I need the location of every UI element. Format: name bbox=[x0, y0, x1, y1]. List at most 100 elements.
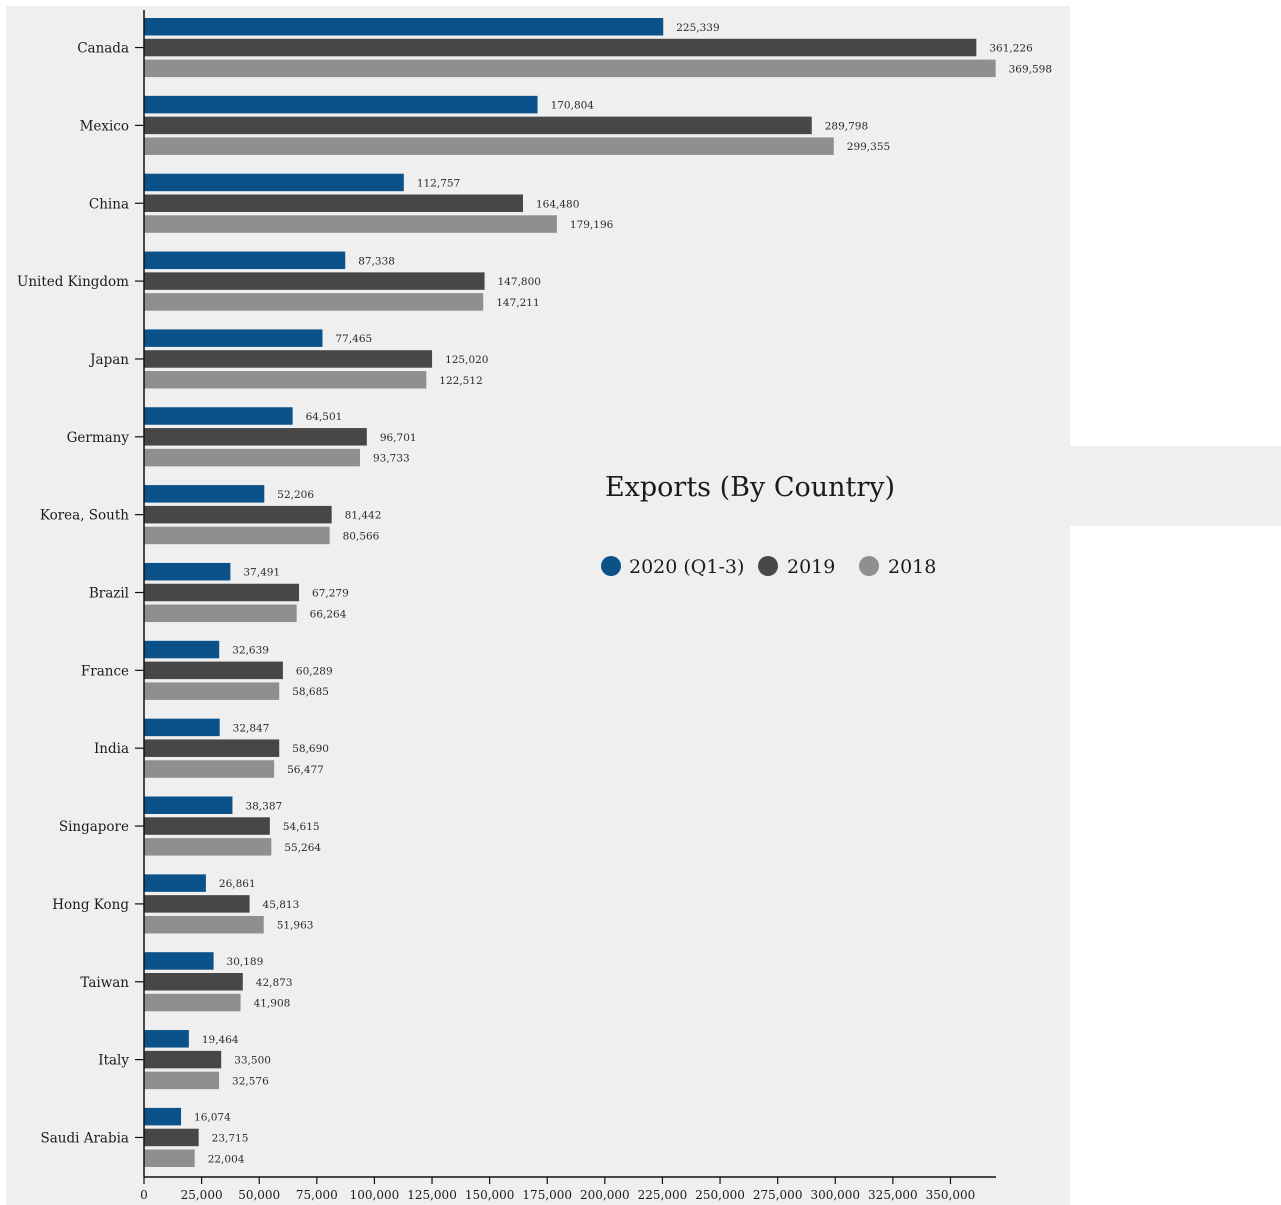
data-label: 56,477 bbox=[287, 764, 324, 776]
data-label: 225,339 bbox=[676, 22, 719, 34]
bar-germany-series-1 bbox=[144, 428, 367, 446]
data-label: 81,442 bbox=[345, 510, 382, 522]
data-label: 93,733 bbox=[373, 453, 410, 465]
chart-title: Exports (By Country) bbox=[605, 472, 895, 503]
bar-italy-series-2 bbox=[144, 1071, 220, 1090]
bar-germany-series-2 bbox=[144, 448, 360, 467]
data-label: 369,598 bbox=[1009, 63, 1052, 75]
bar-mexico-series-0 bbox=[144, 95, 538, 114]
bar-mexico-series-1 bbox=[144, 116, 812, 135]
data-label: 147,800 bbox=[498, 276, 541, 288]
x-tick-label: 225,000 bbox=[638, 1188, 688, 1202]
category-label: Germany bbox=[67, 430, 130, 446]
bar-saudi-arabia-series-2 bbox=[144, 1149, 195, 1167]
data-label: 170,804 bbox=[551, 100, 595, 112]
data-label: 60,289 bbox=[296, 665, 333, 677]
data-label: 96,701 bbox=[380, 432, 417, 444]
data-label: 41,908 bbox=[254, 998, 291, 1010]
bar-canada-series-2 bbox=[144, 59, 996, 78]
bar-japan-series-2 bbox=[144, 371, 427, 389]
data-label: 67,279 bbox=[312, 588, 349, 600]
bar-singapore-series-2 bbox=[144, 838, 272, 856]
bar-china-series-0 bbox=[144, 173, 404, 192]
legend: 2020 (Q1-3) 2019 2018 bbox=[601, 556, 936, 578]
category-label: Hong Kong bbox=[52, 897, 129, 913]
bar-taiwan-series-1 bbox=[144, 973, 243, 991]
x-tick-label: 100,000 bbox=[350, 1188, 400, 1202]
data-label: 42,873 bbox=[256, 977, 293, 989]
data-label: 58,685 bbox=[292, 686, 329, 698]
bar-korea-south-series-1 bbox=[144, 505, 332, 524]
data-label: 299,355 bbox=[847, 141, 890, 153]
data-label: 147,211 bbox=[496, 297, 539, 309]
category-label: India bbox=[94, 741, 129, 757]
bar-brazil-series-0 bbox=[144, 562, 231, 581]
x-tick-label: 200,000 bbox=[580, 1188, 630, 1202]
legend-swatch bbox=[859, 556, 879, 576]
data-label: 164,480 bbox=[536, 198, 579, 210]
data-label: 125,020 bbox=[445, 354, 488, 366]
legend-swatch bbox=[758, 556, 778, 576]
bar-united-kingdom-series-2 bbox=[144, 293, 484, 311]
bar-korea-south-series-2 bbox=[144, 526, 330, 545]
bar-brazil-series-1 bbox=[144, 583, 300, 602]
data-label: 32,847 bbox=[233, 722, 270, 734]
bar-canada-series-1 bbox=[144, 38, 977, 57]
category-label: Italy bbox=[98, 1053, 129, 1069]
bar-brazil-series-2 bbox=[144, 604, 297, 623]
bar-india-series-0 bbox=[144, 718, 220, 737]
bar-china-series-1 bbox=[144, 194, 523, 212]
data-label: 26,861 bbox=[219, 878, 256, 890]
data-label: 32,639 bbox=[232, 645, 269, 657]
legend-label: 2019 bbox=[787, 556, 835, 578]
x-tick-label: 75,000 bbox=[296, 1188, 338, 1202]
category-label: France bbox=[81, 663, 129, 679]
data-label: 19,464 bbox=[202, 1034, 239, 1046]
category-label: Singapore bbox=[59, 819, 129, 835]
category-label: Taiwan bbox=[80, 975, 129, 991]
bar-hong-kong-series-1 bbox=[144, 895, 250, 913]
data-label: 37,491 bbox=[243, 567, 280, 579]
x-tick-label: 25,000 bbox=[181, 1188, 223, 1202]
data-label: 66,264 bbox=[310, 608, 347, 620]
data-label: 22,004 bbox=[208, 1153, 245, 1165]
bar-japan-series-1 bbox=[144, 350, 433, 368]
bar-taiwan-series-0 bbox=[144, 952, 214, 970]
data-label: 64,501 bbox=[306, 411, 343, 423]
data-label: 58,690 bbox=[292, 743, 329, 755]
axes-layer: Canada Mexico China United Kingdom Japan Germ… bbox=[17, 10, 996, 1202]
category-label: China bbox=[89, 196, 129, 212]
legend-label: 2020 (Q1-3) bbox=[629, 556, 744, 578]
data-label: 32,576 bbox=[232, 1075, 269, 1087]
data-label: 55,264 bbox=[284, 842, 321, 854]
bar-japan-series-0 bbox=[144, 329, 323, 347]
bar-india-series-1 bbox=[144, 739, 280, 757]
category-label: Mexico bbox=[80, 118, 129, 134]
bar-saudi-arabia-series-0 bbox=[144, 1107, 182, 1126]
data-label: 77,465 bbox=[335, 333, 372, 345]
bar-hong-kong-series-2 bbox=[144, 915, 264, 934]
bar-taiwan-series-2 bbox=[144, 993, 241, 1012]
data-label: 112,757 bbox=[417, 177, 460, 189]
x-tick-label: 50,000 bbox=[238, 1188, 280, 1202]
bar-korea-south-series-0 bbox=[144, 485, 265, 503]
bars-layer bbox=[144, 18, 996, 1167]
data-label: 361,226 bbox=[989, 43, 1033, 55]
legend-label: 2018 bbox=[888, 556, 936, 578]
x-tick-label: 275,000 bbox=[753, 1188, 803, 1202]
x-tick-label: 300,000 bbox=[810, 1188, 860, 1202]
bar-france-series-1 bbox=[144, 661, 283, 680]
data-label: 179,196 bbox=[570, 219, 614, 231]
bar-hong-kong-series-0 bbox=[144, 874, 206, 892]
bar-india-series-2 bbox=[144, 760, 275, 778]
data-labels-layer: 225,339 361,226 369,598 170,804 289,798 299,3… bbox=[194, 22, 1052, 1166]
bar-italy-series-0 bbox=[144, 1030, 189, 1048]
bar-france-series-0 bbox=[144, 640, 220, 659]
data-label: 30,189 bbox=[227, 956, 264, 968]
data-label: 122,512 bbox=[439, 375, 482, 387]
bar-united-kingdom-series-0 bbox=[144, 251, 346, 270]
bar-united-kingdom-series-1 bbox=[144, 272, 485, 290]
category-label: Brazil bbox=[89, 586, 129, 602]
category-label: Japan bbox=[88, 352, 129, 368]
data-label: 45,813 bbox=[263, 899, 300, 911]
